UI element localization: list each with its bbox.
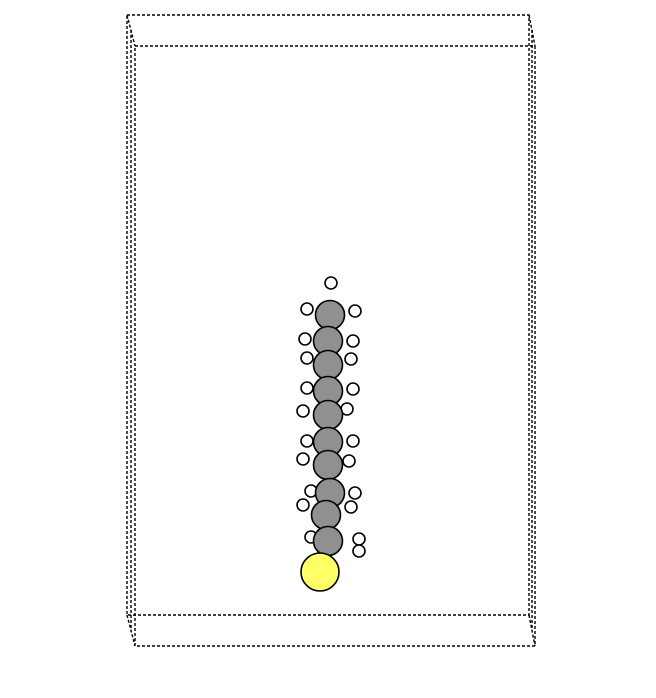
carbon-atom-10: [312, 525, 344, 557]
hydrogen-atom-3: [348, 304, 362, 318]
carbon-atoms: [310, 299, 346, 557]
hydrogen-atom-18: [296, 498, 310, 512]
hydrogen-atom-4: [298, 332, 312, 346]
carbon-atom-1: [314, 299, 346, 331]
carbon-atom-7: [312, 449, 344, 481]
hydrogen-atom-5: [346, 334, 360, 348]
carbon-atom-5: [312, 399, 344, 431]
hydrogen-atom-7: [344, 352, 358, 366]
hydrogen-atom-10: [296, 404, 310, 418]
hydrogen-atom-8: [300, 381, 314, 395]
sulfur-atoms: [300, 552, 340, 592]
hydrogen-atom-9: [346, 382, 360, 396]
hydrogen-atom-15: [342, 454, 356, 468]
hydrogen-atom-1: [324, 276, 338, 290]
hydrogen-atom-6: [300, 351, 314, 365]
box-back-face: [126, 14, 530, 616]
hydrogen-atom-14: [296, 452, 310, 466]
hydrogen-atom-17: [348, 486, 362, 500]
hydrogen-atom-13: [346, 434, 360, 448]
carbon-atom-3: [312, 349, 344, 381]
hydrogen-atom-21: [352, 532, 366, 546]
hydrogen-atom-2: [300, 302, 314, 316]
hydrogen-atom-12: [300, 434, 314, 448]
box-edge-bottom-left: [126, 614, 136, 647]
simulation-box: [126, 14, 536, 647]
box-edge-bottom-right: [528, 614, 536, 647]
box-front-face: [134, 45, 536, 647]
sulfur-atom-1: [300, 552, 340, 592]
carbon-atom-9: [310, 499, 342, 531]
hydrogen-atom-22: [352, 544, 366, 558]
hydrogen-atoms: [296, 276, 366, 558]
hydrogen-atom-19: [344, 500, 358, 514]
